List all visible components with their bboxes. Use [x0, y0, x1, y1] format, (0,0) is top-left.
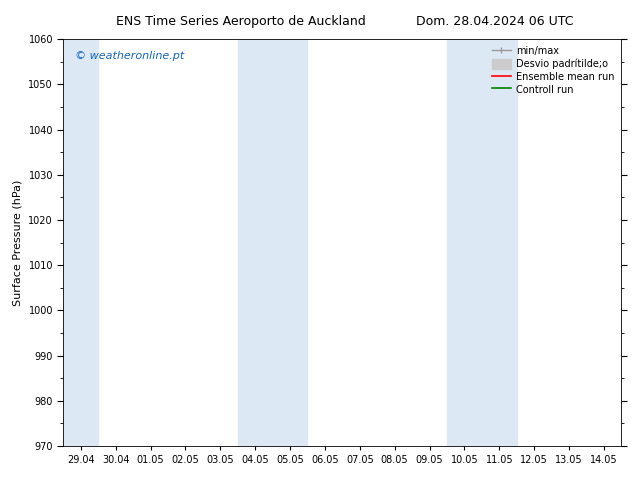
Text: ENS Time Series Aeroporto de Auckland: ENS Time Series Aeroporto de Auckland [116, 15, 366, 28]
Bar [447, 39, 517, 446]
Bar [63, 39, 98, 446]
Bar [238, 39, 307, 446]
Text: Dom. 28.04.2024 06 UTC: Dom. 28.04.2024 06 UTC [416, 15, 573, 28]
Y-axis label: Surface Pressure (hPa): Surface Pressure (hPa) [13, 179, 23, 306]
Text: © weatheronline.pt: © weatheronline.pt [75, 51, 184, 61]
Legend: min/max, Desvio padrítilde;o, Ensemble mean run, Controll run: min/max, Desvio padrítilde;o, Ensemble m… [489, 44, 616, 97]
